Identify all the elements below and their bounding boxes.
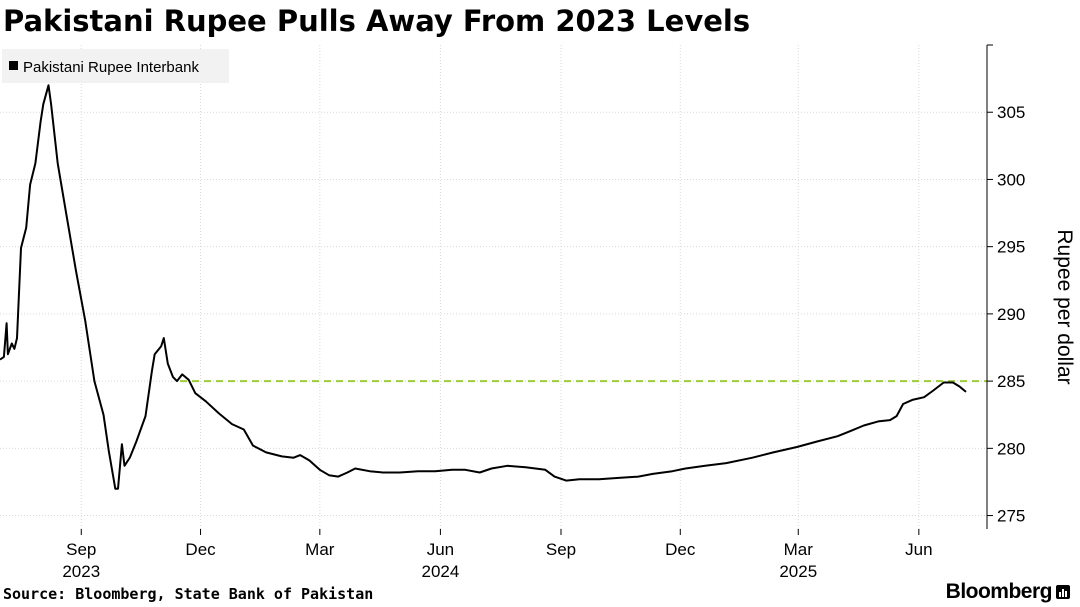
x-tick-label: Sep xyxy=(546,540,576,559)
x-tick-label: Dec xyxy=(185,540,216,559)
x-year-label: 2024 xyxy=(422,562,460,581)
x-year-label: 2023 xyxy=(62,562,100,581)
brand-logo-text: Bloomberg xyxy=(945,580,1053,603)
x-year-label: 2025 xyxy=(779,562,817,581)
y-tick-label: 290 xyxy=(997,305,1025,324)
y-tick-label: 305 xyxy=(997,103,1025,122)
legend-label: Pakistani Rupee Interbank xyxy=(23,59,199,76)
chart-title: Pakistani Rupee Pulls Away From 2023 Lev… xyxy=(3,4,751,38)
y-tick-label: 300 xyxy=(997,170,1025,189)
x-tick-label: Mar xyxy=(784,540,814,559)
x-tick-label: Mar xyxy=(305,540,335,559)
y-axis-label: Rupee per dollar xyxy=(1053,229,1076,384)
y-tick-label: 275 xyxy=(997,507,1025,526)
series-line-pakistani-rupee-interbank xyxy=(0,84,967,490)
series-layer xyxy=(0,84,967,490)
axis-layer: 275 280 285 290 295 300 305 Sep Dec Mar Jun Sep Dec M… xyxy=(62,44,1076,581)
legend: Pakistani Rupee Interbank xyxy=(2,49,229,83)
legend-swatch xyxy=(9,61,18,70)
y-tick-label: 280 xyxy=(997,439,1025,458)
x-tick-label: Dec xyxy=(665,540,696,559)
x-tick-label: Sep xyxy=(66,540,96,559)
grid-layer xyxy=(0,45,987,529)
x-tick-label: Jun xyxy=(905,540,932,559)
y-tick-label: 295 xyxy=(997,238,1025,257)
legend-background xyxy=(2,49,229,83)
source-note: Source: Bloomberg, State Bank of Pakista… xyxy=(3,585,374,603)
bloomberg-chart-icon xyxy=(1056,585,1070,599)
x-tick-label: Jun xyxy=(427,540,454,559)
y-tick-label: 285 xyxy=(997,372,1025,391)
